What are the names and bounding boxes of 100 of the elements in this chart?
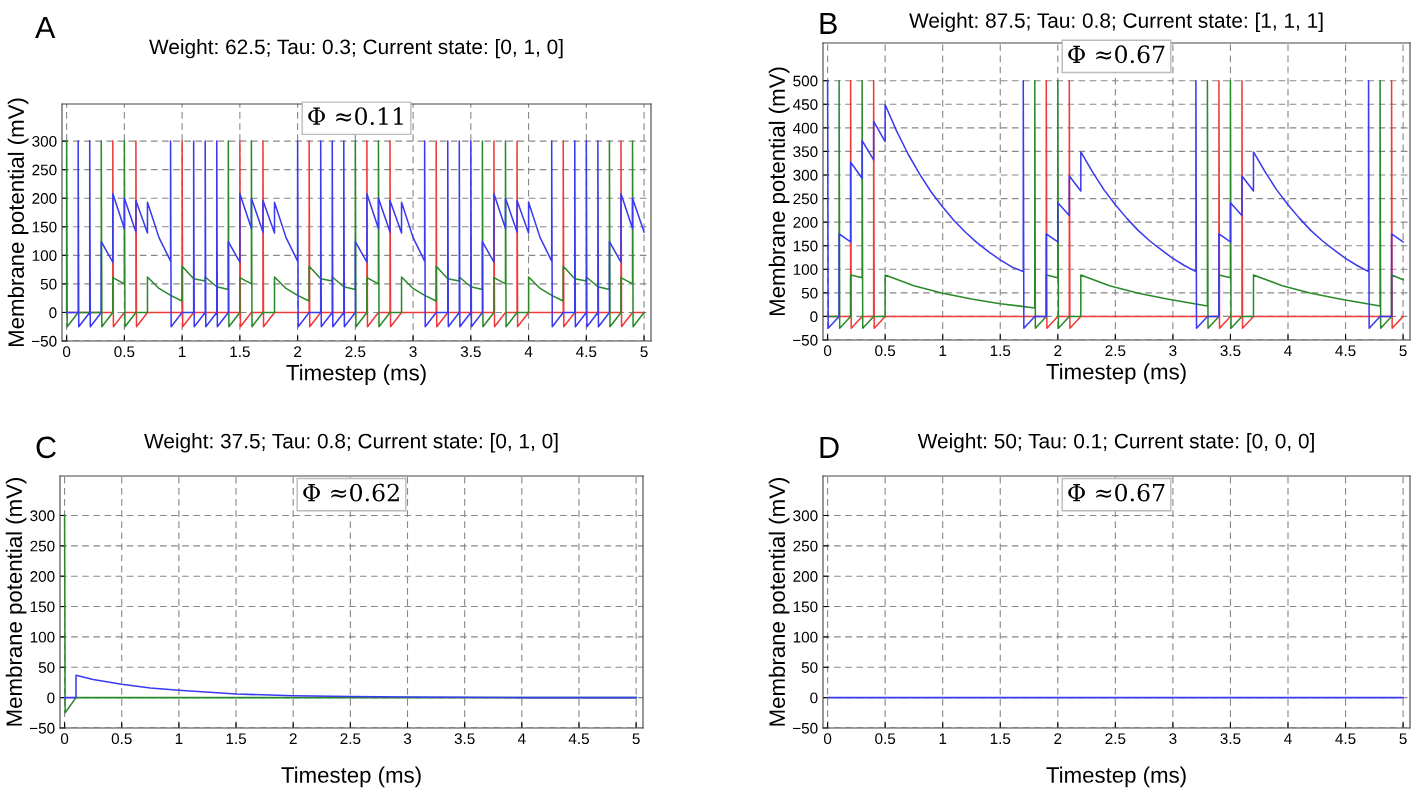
x-tick-label: 4 — [1284, 733, 1292, 744]
x-tick-label: 0.5 — [875, 345, 896, 357]
x-axis-title: Timestep (ms) — [281, 766, 421, 788]
x-tick-label: 4.5 — [1335, 345, 1356, 357]
x-tick-label: 0 — [62, 346, 71, 358]
x-tick-label: 3 — [409, 346, 417, 358]
x-tick-label: 2 — [1054, 345, 1062, 356]
y-tick-label: 300 — [793, 510, 818, 522]
chart-title: Weight: 37.5; Tau: 0.8; Current state: [0, 1, 0] — [144, 433, 558, 453]
x-tick-label: 2.5 — [1105, 345, 1126, 357]
x-tick-label: 3.5 — [454, 733, 475, 745]
text: A — [35, 16, 56, 38]
y-tick-label: 100 — [30, 631, 55, 643]
x-axis-title: Timestep (ms) — [286, 364, 426, 385]
x-tick-label: 5 — [632, 733, 640, 745]
x-tick-label: 5 — [640, 346, 648, 358]
x-tick-label: 1 — [939, 345, 947, 356]
x-tick-label: 3 — [1169, 345, 1177, 357]
y-axis-title: Membrane potential (mV) — [5, 478, 27, 726]
y-tick-label: 250 — [793, 540, 818, 552]
x-tick-label: 4.5 — [568, 733, 589, 745]
x-tick-label: 4 — [517, 733, 526, 744]
x-tick-label: 0.5 — [875, 733, 896, 745]
y-tick-label: 250 — [32, 164, 57, 176]
y-tick-label: 100 — [793, 631, 818, 643]
annotation: Φ ≈0.11 — [308, 107, 403, 126]
y-tick-label: 100 — [793, 264, 818, 275]
x-tick-label: 3 — [1169, 733, 1177, 745]
x-axis-title: Timestep (ms) — [1046, 766, 1186, 788]
x-axis-title: Timestep (ms) — [1046, 363, 1186, 384]
line-series — [63, 674, 637, 699]
chart-title: Weight: 50; Tau: 0.1; Current state: [0, 0, 0] — [917, 433, 1314, 453]
x-tick-label: 1 — [179, 346, 186, 357]
x-tick-label: 2.5 — [345, 346, 366, 358]
y-axis-title: Membrane potential (mV) — [768, 67, 790, 316]
y-tick-label: 150 — [30, 601, 55, 613]
y-tick-label: 0 — [47, 692, 55, 704]
y-tick-label: 50 — [40, 278, 57, 290]
chart-title: Weight: 87.5; Tau: 0.8; Current state: [1, 1, 1] — [909, 12, 1323, 33]
y-tick-label: 300 — [30, 510, 55, 522]
x-tick-label: 2 — [289, 733, 297, 744]
chart-title: Weight: 62.5; Tau: 0.3; Current state: [0, 1, 0] — [149, 38, 563, 59]
y-tick-label: 250 — [30, 540, 55, 552]
y-axis-title: Membrane potential (mV) — [7, 98, 29, 347]
x-tick-label: 3 — [403, 733, 412, 745]
y-tick-label: 200 — [793, 571, 818, 582]
y-tick-label: 0 — [810, 692, 818, 704]
y-tick-label: 200 — [32, 193, 57, 204]
x-tick-label: 2.5 — [340, 733, 361, 745]
y-tick-label: 100 — [32, 250, 57, 262]
x-tick-label: 1.5 — [230, 346, 250, 358]
x-tick-label: 2 — [1054, 733, 1062, 744]
annotation: Φ ≈0.67 — [1068, 483, 1165, 502]
y-tick-label: −50 — [31, 335, 57, 347]
x-tick-label: 3.5 — [1220, 733, 1241, 745]
x-tick-label: 0 — [823, 345, 832, 357]
annotation: Φ ≈0.62 — [303, 483, 399, 502]
y-tick-label: 450 — [793, 99, 818, 110]
x-tick-label: 4.5 — [576, 346, 597, 358]
y-tick-label: 150 — [32, 221, 57, 233]
y-tick-label: −50 — [792, 334, 818, 346]
y-tick-label: 200 — [793, 217, 818, 228]
y-tick-label: 300 — [793, 169, 818, 181]
x-tick-label: 1.5 — [226, 733, 247, 745]
x-tick-label: 3.5 — [1220, 345, 1241, 357]
x-tick-label: 0.5 — [111, 733, 132, 745]
x-tick-label: 5 — [1399, 345, 1407, 357]
y-tick-label: 0 — [810, 311, 818, 323]
text: C — [36, 436, 56, 459]
x-tick-label: 0 — [823, 733, 832, 745]
y-tick-label: 50 — [38, 662, 55, 673]
annotation: Φ ≈0.67 — [1068, 45, 1165, 64]
y-tick-label: 350 — [793, 146, 818, 158]
x-tick-label: 2.5 — [1105, 733, 1126, 745]
y-tick-label: 50 — [801, 287, 818, 299]
x-tick-label: 0 — [60, 733, 69, 745]
y-tick-label: 150 — [793, 601, 818, 613]
x-tick-label: 4.5 — [1335, 733, 1356, 745]
y-tick-label: 50 — [801, 662, 818, 673]
x-tick-label: 1 — [175, 733, 183, 744]
text: D — [820, 436, 839, 458]
y-tick-label: 150 — [793, 240, 818, 252]
y-tick-label: −50 — [792, 722, 818, 734]
y-tick-label: 250 — [793, 193, 818, 205]
y-tick-label: 400 — [793, 122, 818, 134]
y-tick-label: 500 — [793, 75, 818, 87]
text: B — [820, 12, 837, 34]
y-tick-label: 0 — [49, 307, 57, 319]
y-axis-title: Membrane potential (mV) — [768, 478, 790, 726]
x-tick-label: 1.5 — [990, 733, 1011, 745]
x-tick-label: 5 — [1399, 733, 1407, 745]
x-tick-label: 4 — [524, 346, 533, 357]
y-tick-label: 300 — [32, 135, 57, 147]
x-tick-label: 3.5 — [460, 346, 481, 358]
y-tick-label: −50 — [29, 722, 55, 734]
x-tick-label: 2 — [294, 346, 302, 357]
x-tick-label: 1 — [939, 733, 947, 744]
x-tick-label: 1.5 — [990, 345, 1011, 357]
x-tick-label: 4 — [1284, 345, 1292, 356]
y-tick-label: 200 — [30, 571, 55, 582]
